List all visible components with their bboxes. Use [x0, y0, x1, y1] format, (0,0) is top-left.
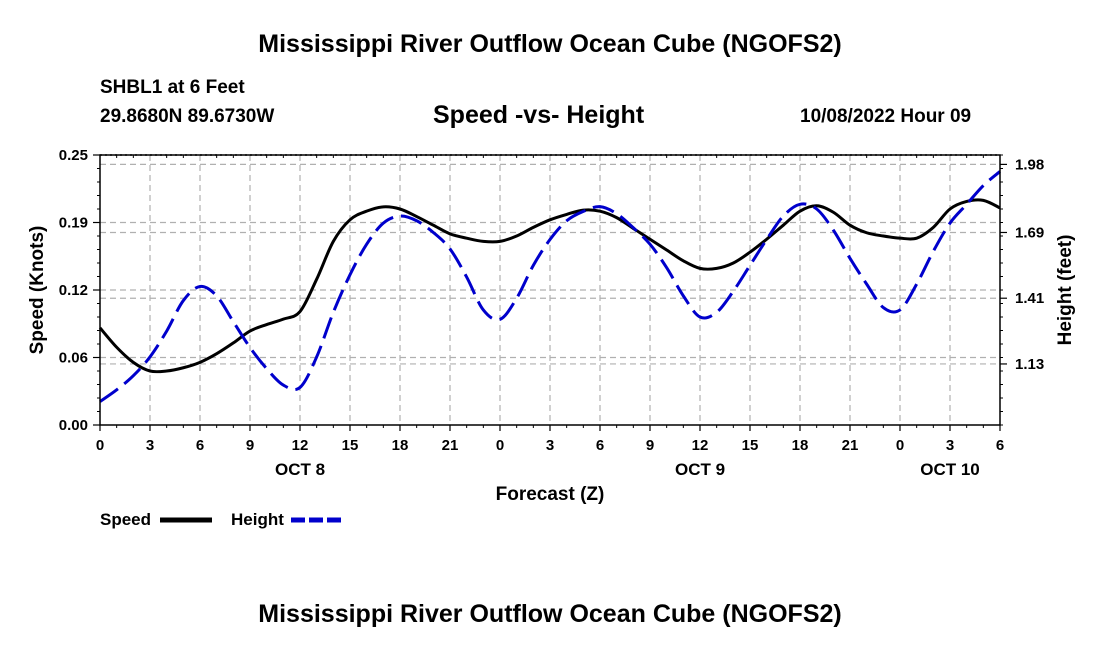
x-tick-label: 9 [246, 437, 254, 454]
x-tick-label: 3 [146, 437, 154, 454]
y2-tick-label: 1.13 [1015, 356, 1044, 373]
x-tick-label: 3 [946, 437, 954, 454]
x-tick-label: 18 [792, 437, 809, 454]
legend: Speed Height [100, 510, 343, 529]
series-lines [98, 170, 1001, 403]
y2-tick-label: 1.98 [1015, 156, 1044, 173]
x-axis-title: Forecast (Z) [496, 484, 605, 505]
chart-title: Mississippi River Outflow Ocean Cube (NG… [258, 30, 842, 58]
legend-label-speed: Speed [100, 510, 151, 529]
y-tick-label: 0.12 [59, 282, 88, 299]
station-label: SHBL1 at 6 Feet [100, 77, 245, 98]
x-tick-label: 21 [442, 437, 459, 454]
y-axis-title: Speed (Knots) [27, 226, 48, 355]
x-tick-label: 0 [96, 437, 104, 454]
x-tick-label: 6 [996, 437, 1004, 454]
y2-tick-label: 1.41 [1015, 290, 1044, 307]
day-label: OCT 8 [275, 460, 325, 479]
legend-label-height: Height [231, 510, 284, 529]
x-tick-label: 21 [842, 437, 859, 454]
x-tick-label: 3 [546, 437, 554, 454]
y-tick-label: 0.25 [59, 147, 88, 164]
footer-title: Mississippi River Outflow Ocean Cube (NG… [258, 600, 842, 628]
series-line-height [99, 170, 1001, 403]
axes: 0 3 6 9 12 15 18 21 0 3 6 9 12 15 18 21 0 3 6 OCT 8 OCT 9 OCT… [59, 147, 1044, 479]
x-tick-label: 0 [896, 437, 904, 454]
day-label: OCT 10 [920, 460, 980, 479]
y2-tick-label: 1.69 [1015, 224, 1044, 241]
x-tick-label: 12 [292, 437, 309, 454]
y-tick-label: 0.00 [59, 417, 88, 434]
grid-lines [100, 155, 1000, 425]
x-tick-label: 0 [496, 437, 504, 454]
x-tick-label: 18 [392, 437, 409, 454]
forecast-datetime: 10/08/2022 Hour 09 [800, 106, 972, 127]
day-label: OCT 9 [675, 460, 725, 479]
x-tick-label: 6 [196, 437, 204, 454]
x-tick-label: 15 [342, 437, 359, 454]
y-tick-label: 0.06 [59, 350, 88, 367]
x-tick-label: 12 [692, 437, 709, 454]
y2-axis-title: Height (feet) [1055, 235, 1076, 346]
x-tick-label: 6 [596, 437, 604, 454]
station-coordinates: 29.8680N 89.6730W [100, 106, 275, 127]
series-line-speed [98, 198, 1001, 374]
y-tick-label: 0.19 [59, 215, 88, 232]
x-tick-label: 9 [646, 437, 654, 454]
chart-subtitle: Speed -vs- Height [433, 101, 645, 129]
x-tick-label: 15 [742, 437, 759, 454]
